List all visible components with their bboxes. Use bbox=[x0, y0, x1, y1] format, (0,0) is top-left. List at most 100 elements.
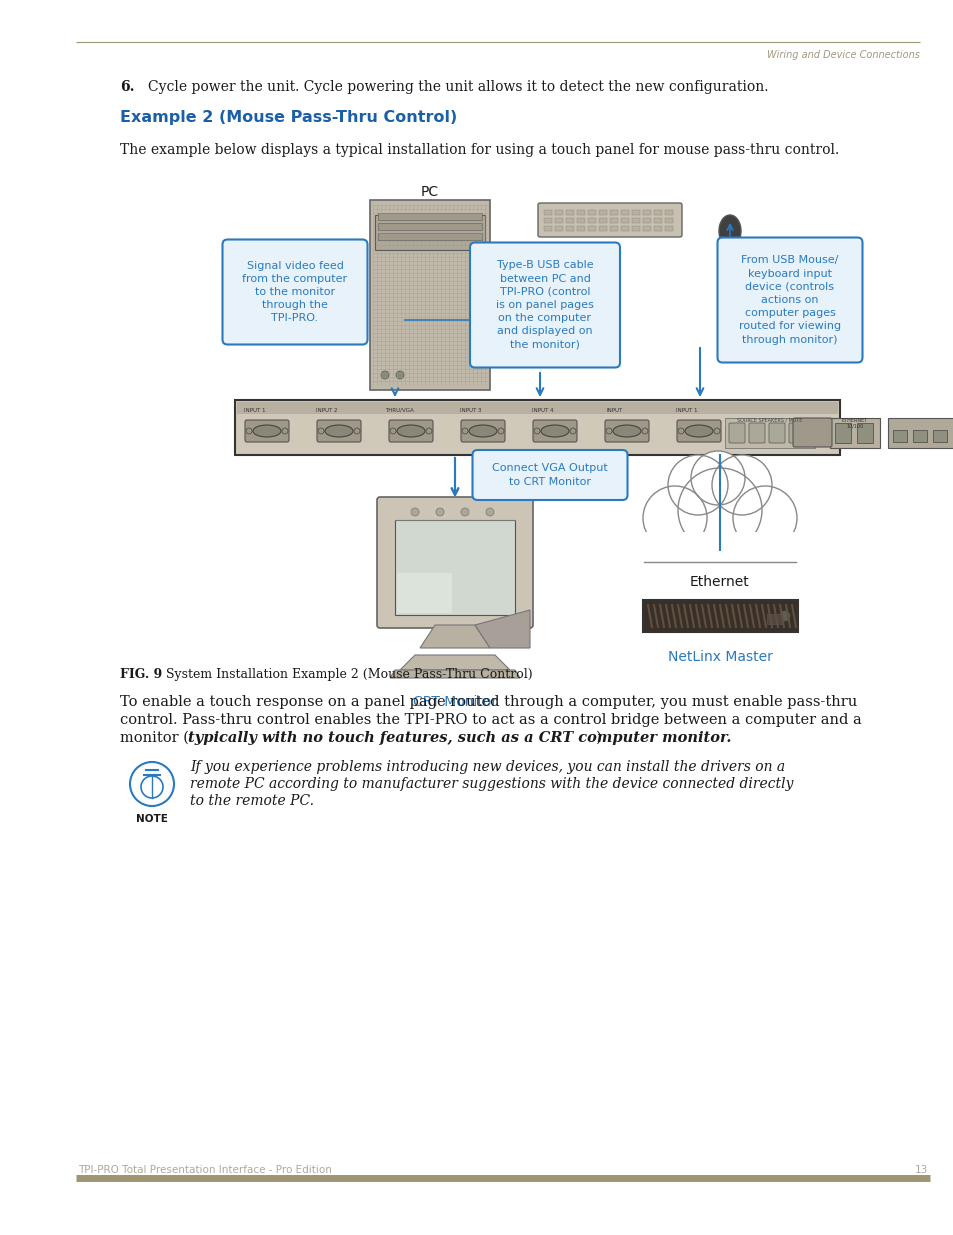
FancyBboxPatch shape bbox=[577, 219, 584, 224]
FancyBboxPatch shape bbox=[792, 417, 831, 447]
Text: Connect VGA Output
to CRT Monitor: Connect VGA Output to CRT Monitor bbox=[492, 463, 607, 487]
FancyBboxPatch shape bbox=[587, 219, 596, 224]
FancyBboxPatch shape bbox=[472, 450, 627, 500]
FancyBboxPatch shape bbox=[555, 210, 562, 215]
FancyBboxPatch shape bbox=[664, 226, 672, 231]
FancyBboxPatch shape bbox=[598, 226, 606, 231]
FancyBboxPatch shape bbox=[717, 237, 862, 363]
FancyBboxPatch shape bbox=[236, 403, 837, 414]
FancyBboxPatch shape bbox=[577, 210, 584, 215]
FancyBboxPatch shape bbox=[377, 233, 481, 240]
FancyBboxPatch shape bbox=[932, 430, 946, 442]
Circle shape bbox=[497, 429, 503, 433]
Text: Wiring and Device Connections: Wiring and Device Connections bbox=[766, 49, 919, 61]
FancyBboxPatch shape bbox=[664, 219, 672, 224]
Ellipse shape bbox=[396, 425, 424, 437]
Text: INPUT 1: INPUT 1 bbox=[244, 408, 266, 412]
Circle shape bbox=[713, 429, 720, 433]
FancyBboxPatch shape bbox=[654, 219, 661, 224]
Ellipse shape bbox=[684, 425, 712, 437]
FancyBboxPatch shape bbox=[912, 430, 926, 442]
Text: ETHERNET
10/100: ETHERNET 10/100 bbox=[841, 417, 867, 429]
Polygon shape bbox=[399, 655, 510, 671]
Text: ): ) bbox=[596, 731, 601, 745]
Circle shape bbox=[641, 429, 647, 433]
Polygon shape bbox=[390, 671, 519, 678]
Text: SOURCE SPEAKERS / MUTE: SOURCE SPEAKERS / MUTE bbox=[737, 417, 801, 424]
FancyBboxPatch shape bbox=[598, 219, 606, 224]
FancyBboxPatch shape bbox=[537, 203, 681, 237]
Circle shape bbox=[569, 429, 576, 433]
Text: 13: 13 bbox=[914, 1165, 927, 1174]
Circle shape bbox=[354, 429, 359, 433]
Text: INPUT 4: INPUT 4 bbox=[532, 408, 553, 412]
Text: To enable a touch response on a panel page routed through a computer, you must e: To enable a touch response on a panel pa… bbox=[120, 695, 857, 709]
FancyBboxPatch shape bbox=[470, 242, 619, 368]
FancyBboxPatch shape bbox=[834, 424, 850, 443]
Text: INPUT 2: INPUT 2 bbox=[315, 408, 337, 412]
FancyBboxPatch shape bbox=[234, 400, 840, 454]
FancyBboxPatch shape bbox=[565, 210, 574, 215]
FancyBboxPatch shape bbox=[604, 420, 648, 442]
FancyBboxPatch shape bbox=[642, 600, 797, 632]
Text: FIG. 9: FIG. 9 bbox=[120, 668, 162, 680]
FancyBboxPatch shape bbox=[565, 226, 574, 231]
Circle shape bbox=[461, 429, 468, 433]
FancyBboxPatch shape bbox=[631, 226, 639, 231]
Text: 6.: 6. bbox=[120, 80, 134, 94]
Circle shape bbox=[411, 508, 418, 516]
FancyBboxPatch shape bbox=[620, 226, 628, 231]
Text: remote PC according to manufacturer suggestions with the device connected direct: remote PC according to manufacturer sugg… bbox=[190, 777, 793, 790]
Text: Example 2 (Mouse Pass-Thru Control): Example 2 (Mouse Pass-Thru Control) bbox=[120, 110, 456, 125]
Circle shape bbox=[534, 429, 539, 433]
Polygon shape bbox=[475, 610, 530, 648]
FancyBboxPatch shape bbox=[766, 614, 781, 624]
Text: INPUT 3: INPUT 3 bbox=[459, 408, 481, 412]
Ellipse shape bbox=[325, 425, 353, 437]
Polygon shape bbox=[419, 625, 490, 648]
FancyBboxPatch shape bbox=[370, 200, 490, 390]
FancyBboxPatch shape bbox=[892, 430, 906, 442]
Circle shape bbox=[246, 429, 252, 433]
FancyBboxPatch shape bbox=[598, 210, 606, 215]
FancyBboxPatch shape bbox=[587, 226, 596, 231]
Ellipse shape bbox=[469, 425, 497, 437]
FancyBboxPatch shape bbox=[555, 219, 562, 224]
Text: NOTE: NOTE bbox=[136, 814, 168, 824]
FancyBboxPatch shape bbox=[609, 210, 618, 215]
Circle shape bbox=[605, 429, 612, 433]
FancyBboxPatch shape bbox=[543, 210, 552, 215]
Circle shape bbox=[678, 468, 761, 552]
FancyBboxPatch shape bbox=[389, 420, 433, 442]
Ellipse shape bbox=[540, 425, 568, 437]
FancyBboxPatch shape bbox=[620, 219, 628, 224]
Circle shape bbox=[732, 487, 796, 550]
Text: INPUT 1: INPUT 1 bbox=[676, 408, 697, 412]
FancyBboxPatch shape bbox=[375, 215, 484, 249]
Text: TPI-PRO Total Presentation Interface - Pro Edition: TPI-PRO Total Presentation Interface - P… bbox=[78, 1165, 332, 1174]
Circle shape bbox=[485, 508, 494, 516]
Text: CRT Monitor: CRT Monitor bbox=[413, 695, 497, 709]
FancyBboxPatch shape bbox=[587, 210, 596, 215]
FancyBboxPatch shape bbox=[555, 226, 562, 231]
Ellipse shape bbox=[613, 425, 640, 437]
Text: typically with no touch features, such as a CRT computer monitor.: typically with no touch features, such a… bbox=[188, 731, 731, 745]
Circle shape bbox=[711, 454, 771, 515]
FancyBboxPatch shape bbox=[316, 420, 360, 442]
FancyBboxPatch shape bbox=[856, 424, 872, 443]
Circle shape bbox=[678, 429, 683, 433]
FancyBboxPatch shape bbox=[460, 420, 504, 442]
Ellipse shape bbox=[253, 425, 281, 437]
Text: Type-B USB cable
between PC and
TPI-PRO (control
is on panel pages
on the comput: Type-B USB cable between PC and TPI-PRO … bbox=[496, 261, 594, 350]
FancyBboxPatch shape bbox=[395, 520, 515, 615]
FancyBboxPatch shape bbox=[245, 420, 289, 442]
Text: Signal video feed
from the computer
to the monitor
through the
TPI-PRO.: Signal video feed from the computer to t… bbox=[242, 261, 347, 324]
FancyBboxPatch shape bbox=[543, 219, 552, 224]
Text: PC: PC bbox=[420, 185, 438, 199]
Circle shape bbox=[395, 370, 403, 379]
FancyBboxPatch shape bbox=[642, 226, 650, 231]
Circle shape bbox=[130, 762, 173, 806]
FancyBboxPatch shape bbox=[543, 226, 552, 231]
FancyBboxPatch shape bbox=[654, 226, 661, 231]
Ellipse shape bbox=[719, 215, 740, 247]
